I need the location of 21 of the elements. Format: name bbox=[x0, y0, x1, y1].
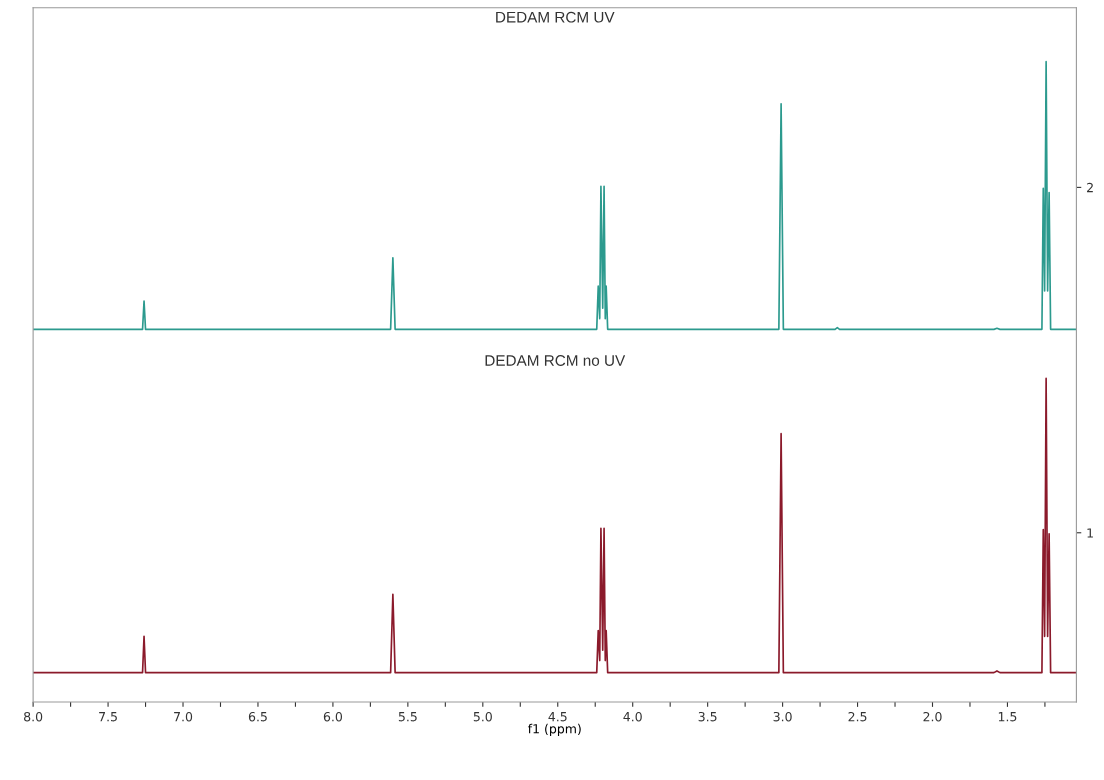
x-tick-label: 4.0 bbox=[623, 711, 642, 722]
y-tick-label: 1 bbox=[1087, 528, 1093, 538]
x-tick-label: 4.5 bbox=[548, 712, 567, 722]
x-tick-label: 3.5 bbox=[698, 711, 717, 722]
x-tick-label: 8.0 bbox=[24, 711, 43, 722]
x-tick-label: 6.5 bbox=[248, 711, 267, 722]
line-series bbox=[33, 60, 1077, 331]
x-tick-label: 1.5 bbox=[998, 712, 1017, 722]
x-tick-label: 2.0 bbox=[923, 711, 942, 722]
annotation: DEDAM RCM no UV bbox=[485, 355, 626, 366]
x-axis-title: f1 (ppm) bbox=[527, 723, 581, 736]
x-tick-label: 6.0 bbox=[323, 711, 343, 722]
x-tick-label: 7.0 bbox=[174, 711, 193, 722]
x-tick-label: 2.5 bbox=[848, 711, 867, 722]
line-series bbox=[33, 377, 1077, 674]
x-tick-label: 5.0 bbox=[473, 711, 492, 722]
annotation: DEDAM RCM UV bbox=[496, 11, 615, 23]
x-tick-label: 5.5 bbox=[398, 712, 417, 722]
y-tick-label: 2 bbox=[1087, 182, 1093, 193]
x-tick-label: 3.0 bbox=[773, 711, 792, 722]
x-tick-label: 7.5 bbox=[99, 712, 117, 722]
